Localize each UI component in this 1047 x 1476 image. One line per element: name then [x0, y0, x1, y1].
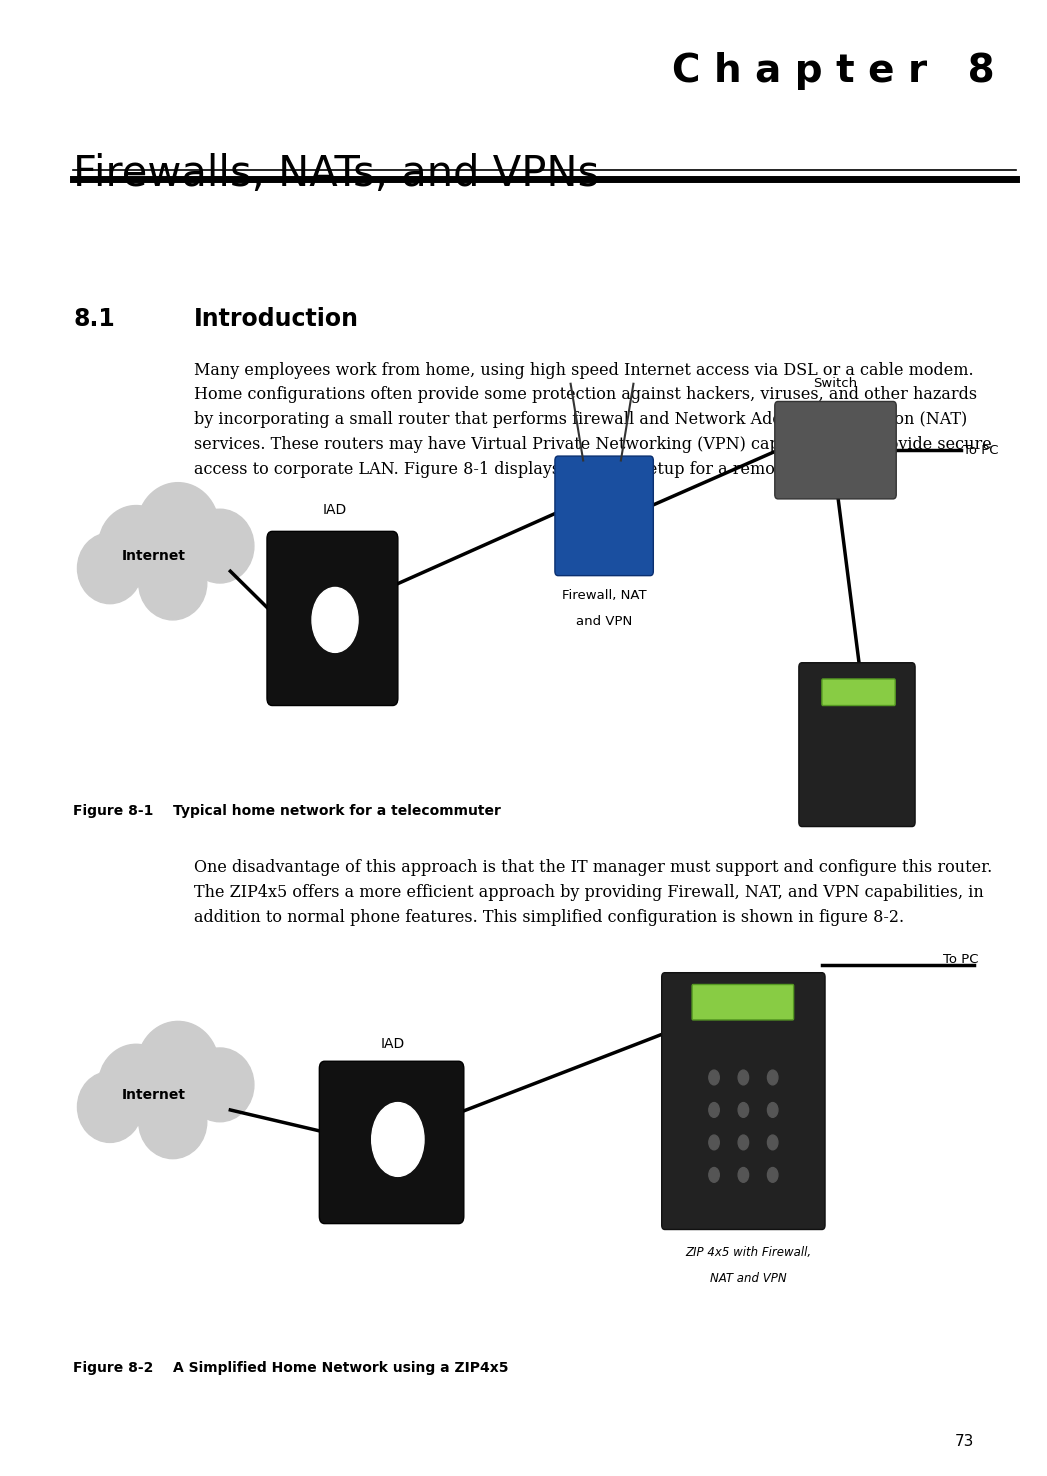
- Ellipse shape: [186, 1048, 253, 1122]
- Ellipse shape: [77, 533, 142, 604]
- Text: One disadvantage of this approach is that the IT manager must support and config: One disadvantage of this approach is tha…: [194, 859, 992, 925]
- Ellipse shape: [138, 1085, 206, 1159]
- Text: 8.1: 8.1: [73, 307, 115, 331]
- Text: Switch: Switch: [814, 376, 857, 390]
- Text: IAD: IAD: [322, 503, 348, 517]
- Text: Typical home network for a telecommuter: Typical home network for a telecommuter: [173, 804, 500, 818]
- FancyBboxPatch shape: [555, 456, 653, 576]
- Circle shape: [767, 1103, 778, 1117]
- FancyBboxPatch shape: [692, 984, 794, 1020]
- Text: IAD: IAD: [380, 1038, 405, 1051]
- FancyBboxPatch shape: [799, 663, 915, 827]
- FancyBboxPatch shape: [319, 1061, 464, 1224]
- Text: Internet: Internet: [121, 549, 186, 564]
- Text: To PC: To PC: [963, 444, 999, 456]
- Ellipse shape: [138, 546, 206, 620]
- Text: ZIP 4x5 with Firewall,: ZIP 4x5 with Firewall,: [686, 1246, 811, 1259]
- Circle shape: [709, 1135, 719, 1150]
- Ellipse shape: [137, 1021, 219, 1110]
- Circle shape: [767, 1070, 778, 1085]
- FancyBboxPatch shape: [822, 679, 895, 706]
- Circle shape: [738, 1103, 749, 1117]
- Ellipse shape: [137, 483, 219, 571]
- Text: To PC: To PC: [943, 953, 979, 965]
- Circle shape: [709, 1070, 719, 1085]
- FancyBboxPatch shape: [775, 401, 896, 499]
- Text: Figure 8-2: Figure 8-2: [73, 1361, 154, 1374]
- Text: NAT and VPN: NAT and VPN: [710, 1272, 787, 1286]
- Circle shape: [709, 1168, 719, 1182]
- Circle shape: [312, 587, 358, 652]
- Text: Figure 8-1: Figure 8-1: [73, 804, 154, 818]
- Text: Introduction: Introduction: [194, 307, 359, 331]
- Text: C h a p t e r   8: C h a p t e r 8: [672, 52, 995, 90]
- Circle shape: [372, 1103, 424, 1176]
- Text: Firewalls, NATs, and VPNs: Firewalls, NATs, and VPNs: [73, 154, 600, 195]
- Ellipse shape: [77, 1072, 142, 1142]
- Ellipse shape: [98, 505, 174, 587]
- FancyBboxPatch shape: [662, 973, 825, 1230]
- Circle shape: [767, 1168, 778, 1182]
- Circle shape: [738, 1135, 749, 1150]
- Circle shape: [738, 1070, 749, 1085]
- Circle shape: [709, 1103, 719, 1117]
- Circle shape: [767, 1135, 778, 1150]
- FancyBboxPatch shape: [267, 531, 398, 706]
- Text: and VPN: and VPN: [576, 615, 632, 629]
- Ellipse shape: [186, 509, 253, 583]
- Text: Firewall, NAT: Firewall, NAT: [562, 589, 646, 602]
- Circle shape: [738, 1168, 749, 1182]
- Text: Internet: Internet: [121, 1088, 186, 1103]
- Text: A Simplified Home Network using a ZIP4x5: A Simplified Home Network using a ZIP4x5: [173, 1361, 508, 1374]
- Text: Many employees work from home, using high speed Internet access via DSL or a cab: Many employees work from home, using hig…: [194, 362, 992, 478]
- Ellipse shape: [98, 1045, 174, 1125]
- Text: 73: 73: [954, 1435, 974, 1449]
